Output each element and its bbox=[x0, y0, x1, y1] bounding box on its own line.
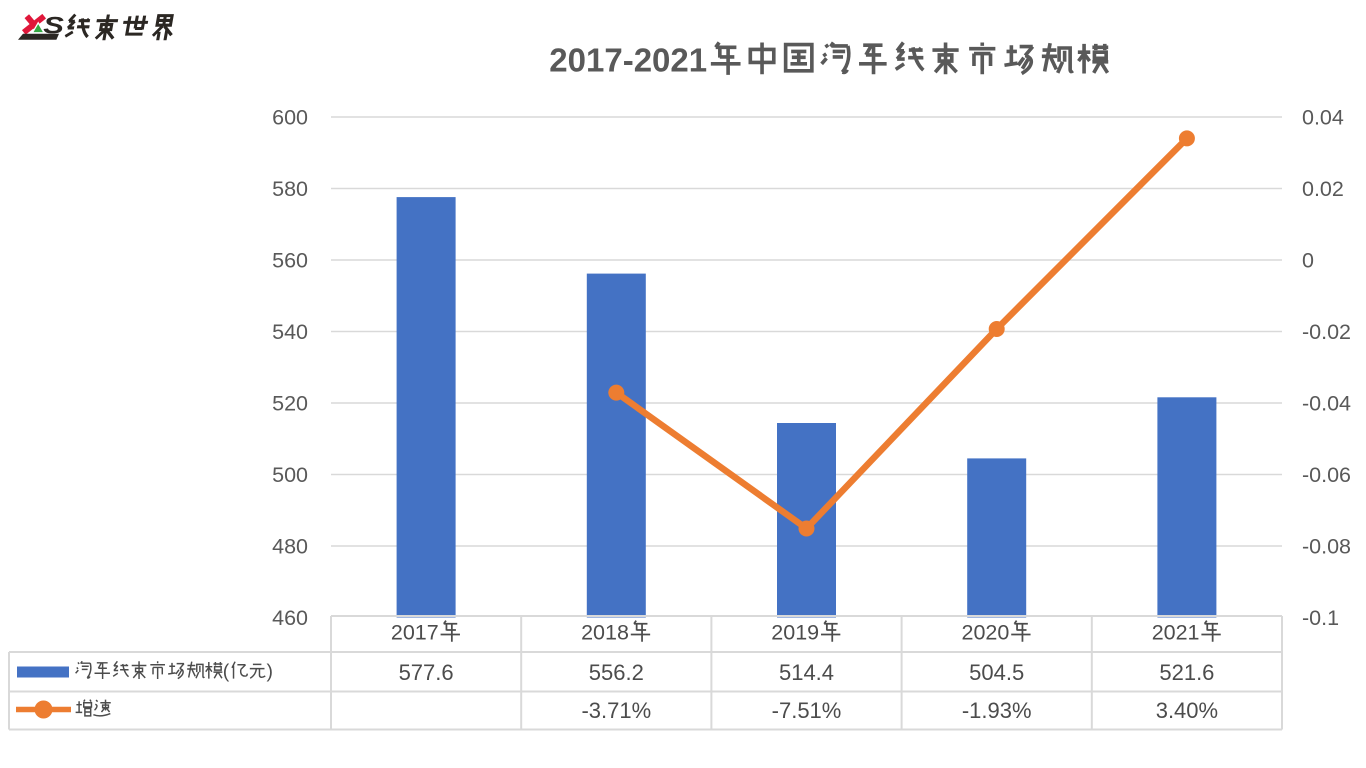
svg-text:2018: 2018 bbox=[581, 621, 629, 645]
svg-text:0.02: 0.02 bbox=[1302, 177, 1344, 201]
svg-text:-0.02: -0.02 bbox=[1302, 320, 1351, 344]
svg-text:577.6: 577.6 bbox=[399, 660, 454, 685]
svg-text:-0.1: -0.1 bbox=[1302, 606, 1339, 630]
svg-text:2020: 2020 bbox=[962, 621, 1010, 645]
svg-text:2019: 2019 bbox=[771, 621, 819, 645]
svg-text:0: 0 bbox=[1302, 249, 1314, 273]
svg-text:540: 540 bbox=[272, 320, 308, 344]
svg-text:500: 500 bbox=[272, 463, 308, 487]
svg-text:-0.08: -0.08 bbox=[1302, 535, 1351, 559]
svg-text:556.2: 556.2 bbox=[589, 660, 644, 685]
svg-text:460: 460 bbox=[272, 606, 308, 630]
svg-text:-1.93%: -1.93% bbox=[962, 698, 1032, 723]
svg-text:560: 560 bbox=[272, 249, 308, 273]
svg-text:2021: 2021 bbox=[1152, 621, 1200, 645]
svg-text:520: 520 bbox=[272, 392, 308, 416]
svg-text:600: 600 bbox=[272, 106, 308, 130]
svg-text:504.5: 504.5 bbox=[969, 660, 1024, 685]
svg-text:480: 480 bbox=[272, 535, 308, 559]
svg-text:2017: 2017 bbox=[391, 621, 439, 645]
svg-text:-3.71%: -3.71% bbox=[581, 698, 651, 723]
svg-text:-0.04: -0.04 bbox=[1302, 392, 1351, 416]
svg-text:2017-2021: 2017-2021 bbox=[549, 42, 707, 79]
svg-text:-7.51%: -7.51% bbox=[772, 698, 842, 723]
svg-text:-0.06: -0.06 bbox=[1302, 463, 1351, 487]
svg-text:0.04: 0.04 bbox=[1302, 106, 1344, 130]
svg-text:580: 580 bbox=[272, 177, 308, 201]
svg-text:3.40%: 3.40% bbox=[1156, 698, 1218, 723]
svg-text:): ) bbox=[267, 661, 274, 683]
svg-text:514.4: 514.4 bbox=[779, 660, 834, 685]
svg-text:(: ( bbox=[223, 661, 230, 683]
svg-text:521.6: 521.6 bbox=[1159, 660, 1214, 685]
